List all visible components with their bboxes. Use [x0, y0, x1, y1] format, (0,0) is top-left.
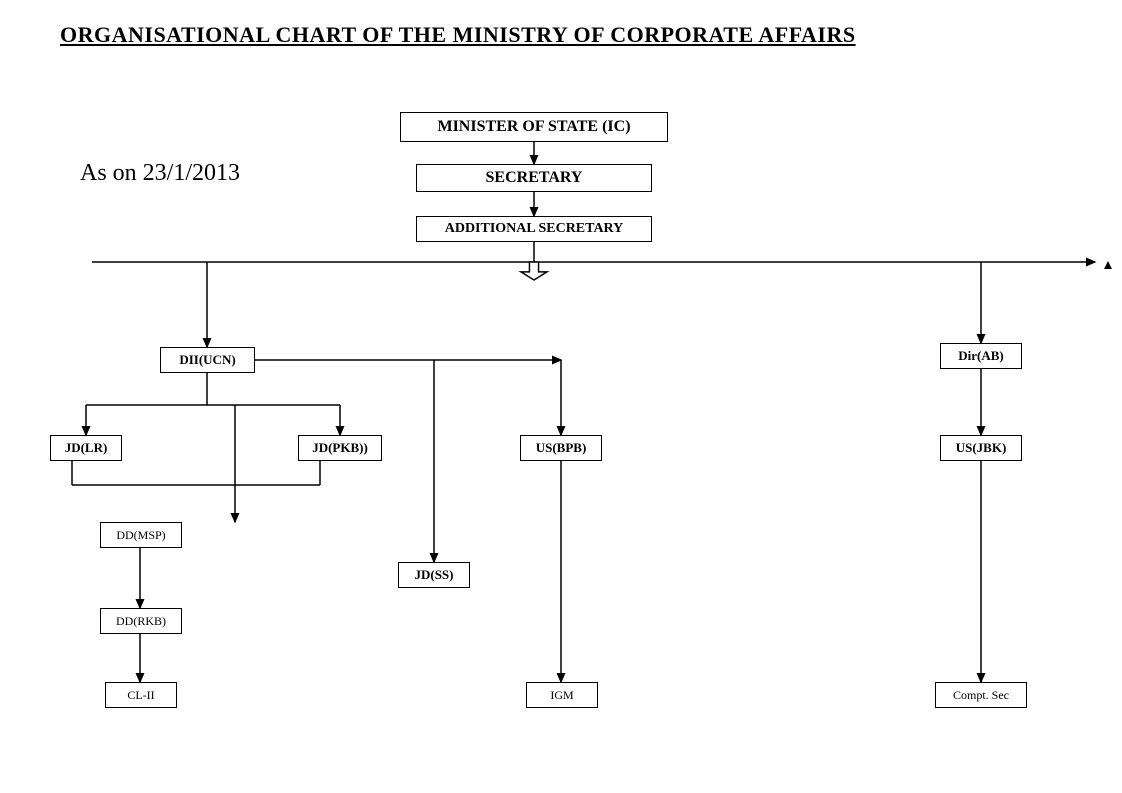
node-dd-rkb: DD(RKB): [100, 608, 182, 634]
date-label: As on 23/1/2013: [80, 160, 240, 187]
node-compt-sec: Compt. Sec: [935, 682, 1027, 708]
node-us-bpb: US(BPB): [520, 435, 602, 461]
node-cl-ii: CL-II: [105, 682, 177, 708]
node-jd-lr: JD(LR): [50, 435, 122, 461]
node-jd-ss: JD(SS): [398, 562, 470, 588]
node-dir-ab: Dir(AB): [940, 343, 1022, 369]
node-jd-pkb: JD(PKB)): [298, 435, 382, 461]
page-title: ORGANISATIONAL CHART OF THE MINISTRY OF …: [60, 22, 856, 48]
node-igm: IGM: [526, 682, 598, 708]
node-dii-ucn: DII(UCN): [160, 347, 255, 373]
node-minister: MINISTER OF STATE (IC): [400, 112, 668, 142]
node-secretary: SECRETARY: [416, 164, 652, 192]
node-additional-secretary: ADDITIONAL SECRETARY: [416, 216, 652, 242]
node-us-jbk: US(JBK): [940, 435, 1022, 461]
node-dd-msp: DD(MSP): [100, 522, 182, 548]
